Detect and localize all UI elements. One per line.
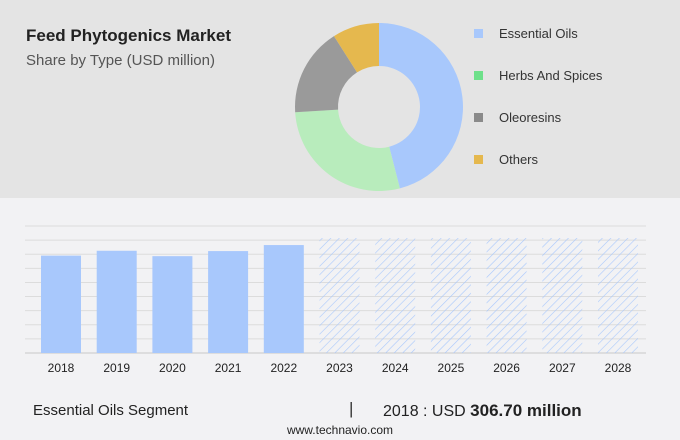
forecast-bar xyxy=(375,238,416,353)
segment-label: Essential Oils Segment xyxy=(33,402,189,419)
x-tick-label: 2024 xyxy=(382,361,409,375)
legend-label: Others xyxy=(499,151,539,167)
bar xyxy=(263,245,304,353)
x-tick-label: 2027 xyxy=(549,361,576,375)
legend-swatch xyxy=(474,112,483,122)
source-url: www.technavio.com xyxy=(286,423,394,437)
legend-label: Herbs And Spices xyxy=(499,67,603,83)
donut-slice xyxy=(379,23,463,189)
x-tick-label: 2023 xyxy=(326,361,353,375)
x-tick-label: 2028 xyxy=(605,361,632,375)
legend-item: Oleoresins xyxy=(474,96,602,138)
legend-swatch xyxy=(474,28,483,38)
forecast-bar xyxy=(542,238,583,353)
forecast-bar xyxy=(319,238,360,353)
x-tick-label: 2022 xyxy=(270,361,297,375)
legend-item: Others xyxy=(474,138,602,180)
x-tick-label: 2019 xyxy=(103,361,130,375)
bar xyxy=(41,255,81,353)
forecast-bar xyxy=(486,238,527,353)
legend-label: Oleoresins xyxy=(499,109,562,125)
legend-item: Herbs And Spices xyxy=(474,54,602,96)
x-tick-label: 2026 xyxy=(493,361,520,375)
bar xyxy=(152,256,193,353)
bar xyxy=(208,251,249,353)
legend-label: Essential Oils xyxy=(499,25,578,41)
value-text: 306.70 million xyxy=(470,401,582,420)
legend-swatch xyxy=(474,70,483,80)
legend-swatch xyxy=(474,154,483,164)
page-title: Feed Phytogenics Market xyxy=(26,26,232,45)
legend-item: Essential Oils xyxy=(474,12,602,54)
bar xyxy=(96,250,137,353)
legend: Essential Oils Herbs And Spices Oleoresi… xyxy=(474,12,602,180)
separator: | xyxy=(349,399,354,418)
donut-slice xyxy=(294,36,358,113)
forecast-bar xyxy=(430,238,471,353)
x-tick-label: 2021 xyxy=(215,361,242,375)
donut-slice xyxy=(333,23,379,73)
x-tick-label: 2025 xyxy=(438,361,465,375)
page-subtitle: Share by Type (USD million) xyxy=(26,52,215,69)
forecast-bar xyxy=(598,238,638,353)
x-tick-label: 2018 xyxy=(48,361,75,375)
segment-value: 2018 : USD 306.70 million xyxy=(383,401,582,421)
x-tick-label: 2020 xyxy=(159,361,186,375)
donut-slice xyxy=(295,109,400,192)
year-label: 2018 : USD xyxy=(383,403,471,420)
